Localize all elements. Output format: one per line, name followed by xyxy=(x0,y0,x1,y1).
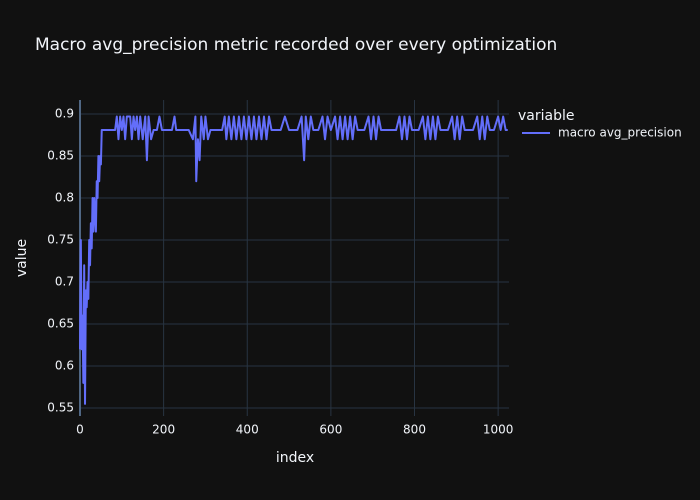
y-tick-label: 0.55 xyxy=(47,401,74,415)
y-tick-label: 0.85 xyxy=(47,149,74,163)
chart-title: Macro avg_precision metric recorded over… xyxy=(35,35,557,55)
y-tick-label: 0.6 xyxy=(55,359,74,373)
y-axis-title: value xyxy=(14,239,30,277)
y-tick-label: 0.8 xyxy=(55,191,74,205)
x-tick-label: 0 xyxy=(76,423,84,437)
legend-title: variable xyxy=(518,108,574,124)
y-tick-label: 0.9 xyxy=(55,107,74,121)
y-tick-label: 0.7 xyxy=(55,275,74,289)
x-tick-label: 400 xyxy=(236,423,259,437)
x-tick-label: 800 xyxy=(403,423,426,437)
line-series xyxy=(79,115,508,405)
y-tick-label: 0.75 xyxy=(47,233,74,247)
y-tick-label: 0.65 xyxy=(47,317,74,331)
x-axis-title: index xyxy=(276,450,314,466)
x-tick-label: 200 xyxy=(152,423,175,437)
x-tick-label: 1000 xyxy=(483,423,514,437)
legend-label: macro avg_precision xyxy=(558,126,682,140)
x-tick-label: 600 xyxy=(319,423,342,437)
